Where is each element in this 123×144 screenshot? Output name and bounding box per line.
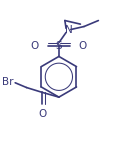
Text: N: N (65, 25, 72, 35)
Text: O: O (31, 41, 39, 51)
Text: O: O (79, 41, 87, 51)
Text: O: O (38, 109, 46, 119)
Text: Br: Br (2, 77, 13, 87)
Text: S: S (56, 41, 62, 51)
